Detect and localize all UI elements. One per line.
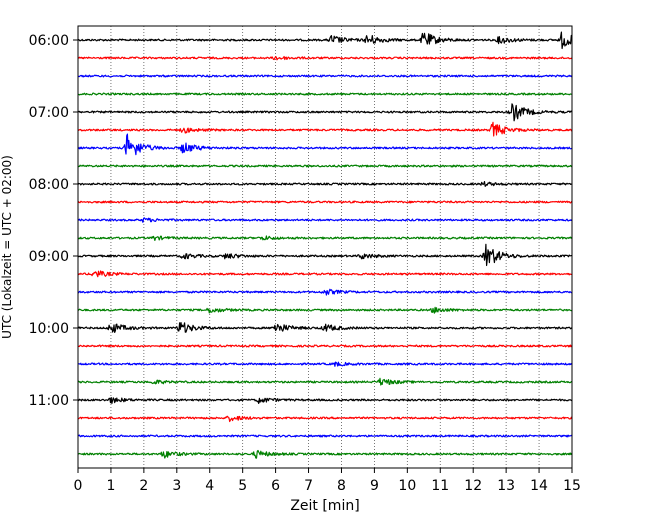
y-axis-ticks: 06:00 07:00 08:00 09:00 10:00 11:00 [29,33,78,409]
x-tick-label: 10 [398,478,416,494]
y-tick-label: 07:00 [29,105,69,121]
x-tick-label: 9 [370,478,379,494]
x-tick-label: 15 [563,478,581,494]
x-axis-label: Zeit [min] [290,498,359,514]
x-tick-label: 0 [74,478,83,494]
x-tick-label: 2 [139,478,148,494]
y-tick-label: 08:00 [29,177,69,193]
x-tick-label: 4 [205,478,214,494]
x-tick-label: 3 [172,478,181,494]
y-axis-label: UTC (Lokalzeit = UTC + 02:00) [0,155,14,339]
x-tick-label: 14 [530,478,548,494]
y-tick-label: 10:00 [29,321,69,337]
plot-background [78,26,572,468]
y-tick-label: 06:00 [29,33,69,49]
y-tick-label: 11:00 [29,393,69,409]
x-tick-label: 13 [497,478,515,494]
x-tick-label: 8 [337,478,346,494]
x-tick-label: 7 [304,478,313,494]
x-tick-label: 11 [431,478,449,494]
x-tick-label: 1 [106,478,115,494]
x-tick-label: 12 [464,478,482,494]
x-axis-ticks: 0 1 2 3 4 5 6 7 8 9 10 11 12 13 14 15 [74,468,581,494]
y-tick-label: 09:00 [29,249,69,265]
x-tick-label: 6 [271,478,280,494]
x-tick-label: 5 [238,478,247,494]
